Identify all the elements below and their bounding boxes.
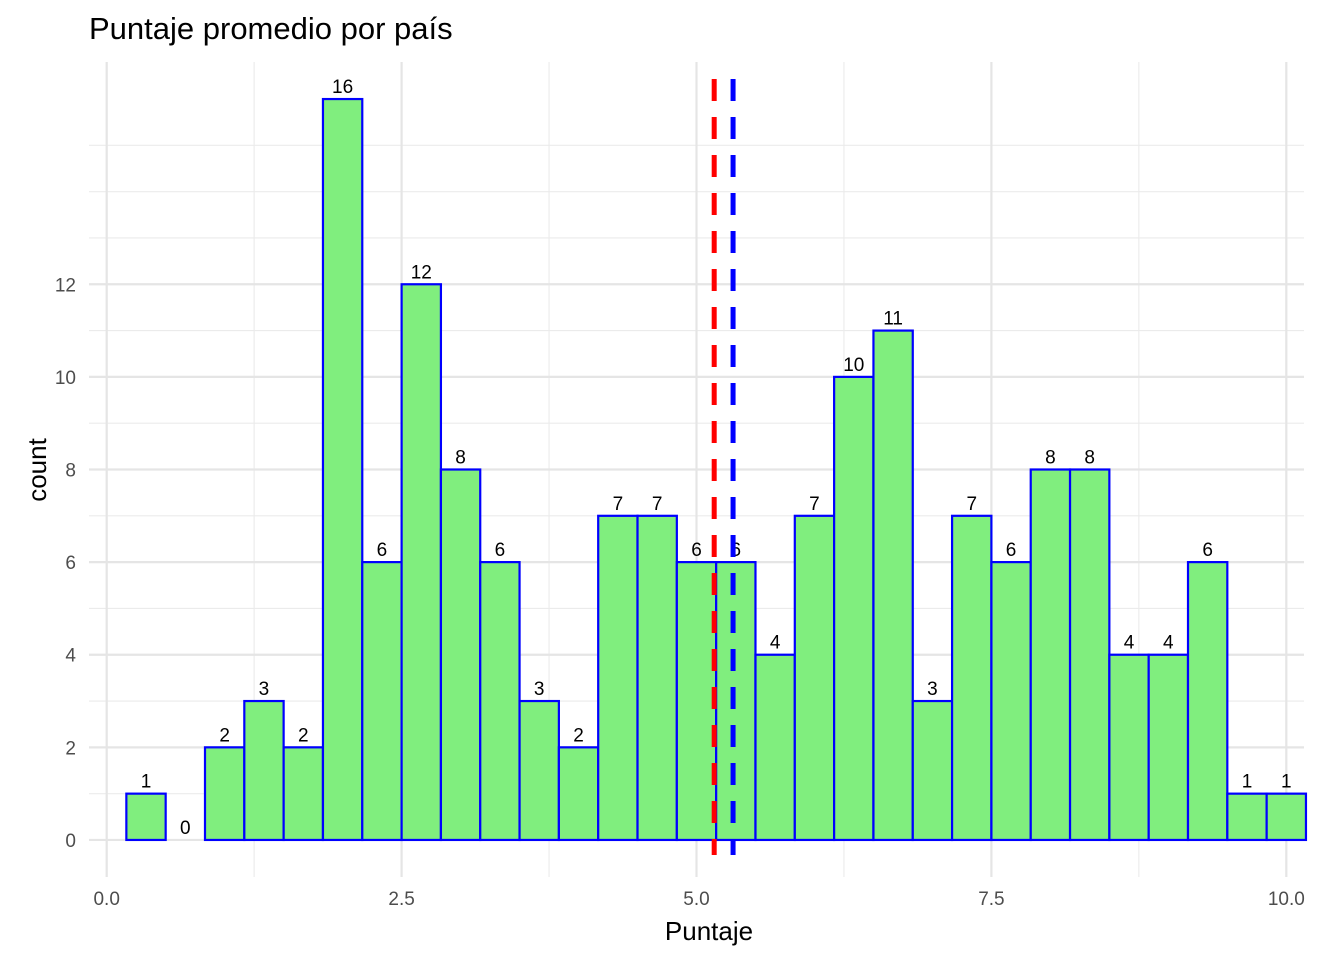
bar-value-label: 8 — [1045, 448, 1056, 469]
histogram-bar — [1226, 792, 1268, 842]
histogram-bar — [400, 283, 443, 842]
bar-value-label: 10 — [843, 355, 864, 376]
histogram-bar — [675, 561, 718, 842]
y-axis-title: count — [22, 437, 52, 501]
histogram-bar — [833, 375, 875, 842]
histogram-bar — [990, 561, 1032, 842]
y-tick-label: 12 — [55, 275, 76, 296]
histogram-bar — [1068, 468, 1111, 842]
x-tick-label: 5.0 — [683, 889, 709, 910]
bar-value-label: 7 — [613, 494, 624, 515]
reference-lines — [711, 79, 736, 855]
x-tick-label: 2.5 — [388, 889, 414, 910]
y-tick-label: 6 — [65, 553, 76, 574]
x-tick-label: 0.0 — [93, 889, 119, 910]
bar-value-label: 6 — [377, 540, 388, 561]
x-axis-ticks: 0.0 2.5 5.0 7.5 10.0 — [93, 889, 1304, 910]
bar-value-label: 4 — [770, 633, 781, 654]
histogram-bar — [754, 653, 796, 842]
x-tick-label: 7.5 — [978, 889, 1004, 910]
bar-value-label: 7 — [966, 494, 977, 515]
histogram-bar — [203, 746, 246, 842]
histogram-bar — [636, 514, 678, 842]
bar-value-label: 6 — [691, 540, 702, 561]
x-axis-title: Puntaje — [665, 916, 753, 946]
bar-value-label: 8 — [455, 448, 466, 469]
bar-value-label: 12 — [411, 262, 432, 283]
bar-value-label: 6 — [1006, 540, 1017, 561]
bar-value-label: 6 — [731, 540, 742, 561]
histogram-bar — [597, 514, 639, 842]
histogram-bar — [1108, 653, 1150, 842]
histogram-bar — [282, 746, 325, 842]
bar-value-label: 3 — [534, 679, 545, 700]
histogram-bar — [479, 561, 521, 842]
bar-value-label: 2 — [219, 725, 230, 746]
histogram-bar — [1186, 561, 1229, 842]
histogram-bar — [518, 699, 560, 842]
histogram-bar — [1029, 468, 1072, 842]
bar-value-label: 3 — [259, 679, 270, 700]
bars — [125, 97, 1308, 842]
y-tick-label: 2 — [65, 738, 76, 759]
chart-title: Puntaje promedio por país — [89, 11, 453, 46]
bar-value-label: 2 — [573, 725, 584, 746]
bar-value-label: 11 — [883, 309, 903, 330]
bar-value-label: 6 — [495, 540, 506, 561]
y-tick-label: 4 — [65, 646, 76, 667]
histogram-bar — [243, 699, 285, 842]
bar-value-label: 7 — [809, 494, 820, 515]
histogram-bar — [1147, 653, 1190, 842]
histogram-bar — [557, 746, 600, 842]
histogram-bar — [361, 561, 403, 842]
bar-value-label: 1 — [1242, 772, 1253, 793]
bar-value-label: 8 — [1084, 448, 1095, 469]
histogram-bar — [125, 792, 167, 842]
y-tick-label: 0 — [65, 831, 76, 852]
histogram-bar — [439, 468, 482, 842]
bar-value-label: 1 — [1281, 772, 1292, 793]
y-tick-label: 8 — [65, 461, 76, 482]
bar-value-label: 3 — [927, 679, 938, 700]
bar-value-label: 2 — [298, 725, 309, 746]
histogram-bar — [911, 699, 954, 842]
histogram-bar — [872, 329, 914, 842]
bar-value-label: 4 — [1124, 633, 1135, 654]
bar-value-label: 0 — [180, 818, 191, 839]
y-axis-ticks: 0 2 4 6 8 10 12 — [55, 275, 77, 852]
histogram-bar — [793, 514, 836, 842]
bar-value-label: 7 — [652, 494, 663, 515]
histogram-bar — [321, 97, 364, 842]
bar-value-label: 4 — [1163, 633, 1174, 654]
histogram-bar — [950, 514, 993, 842]
histogram-bar — [1265, 792, 1308, 842]
x-tick-label: 10.0 — [1268, 889, 1305, 910]
histogram-bar — [715, 561, 757, 842]
y-tick-label: 10 — [55, 368, 76, 389]
bar-value-label: 6 — [1202, 540, 1213, 561]
bar-value-label: 16 — [332, 77, 353, 98]
bar-value-label: 1 — [141, 772, 152, 793]
